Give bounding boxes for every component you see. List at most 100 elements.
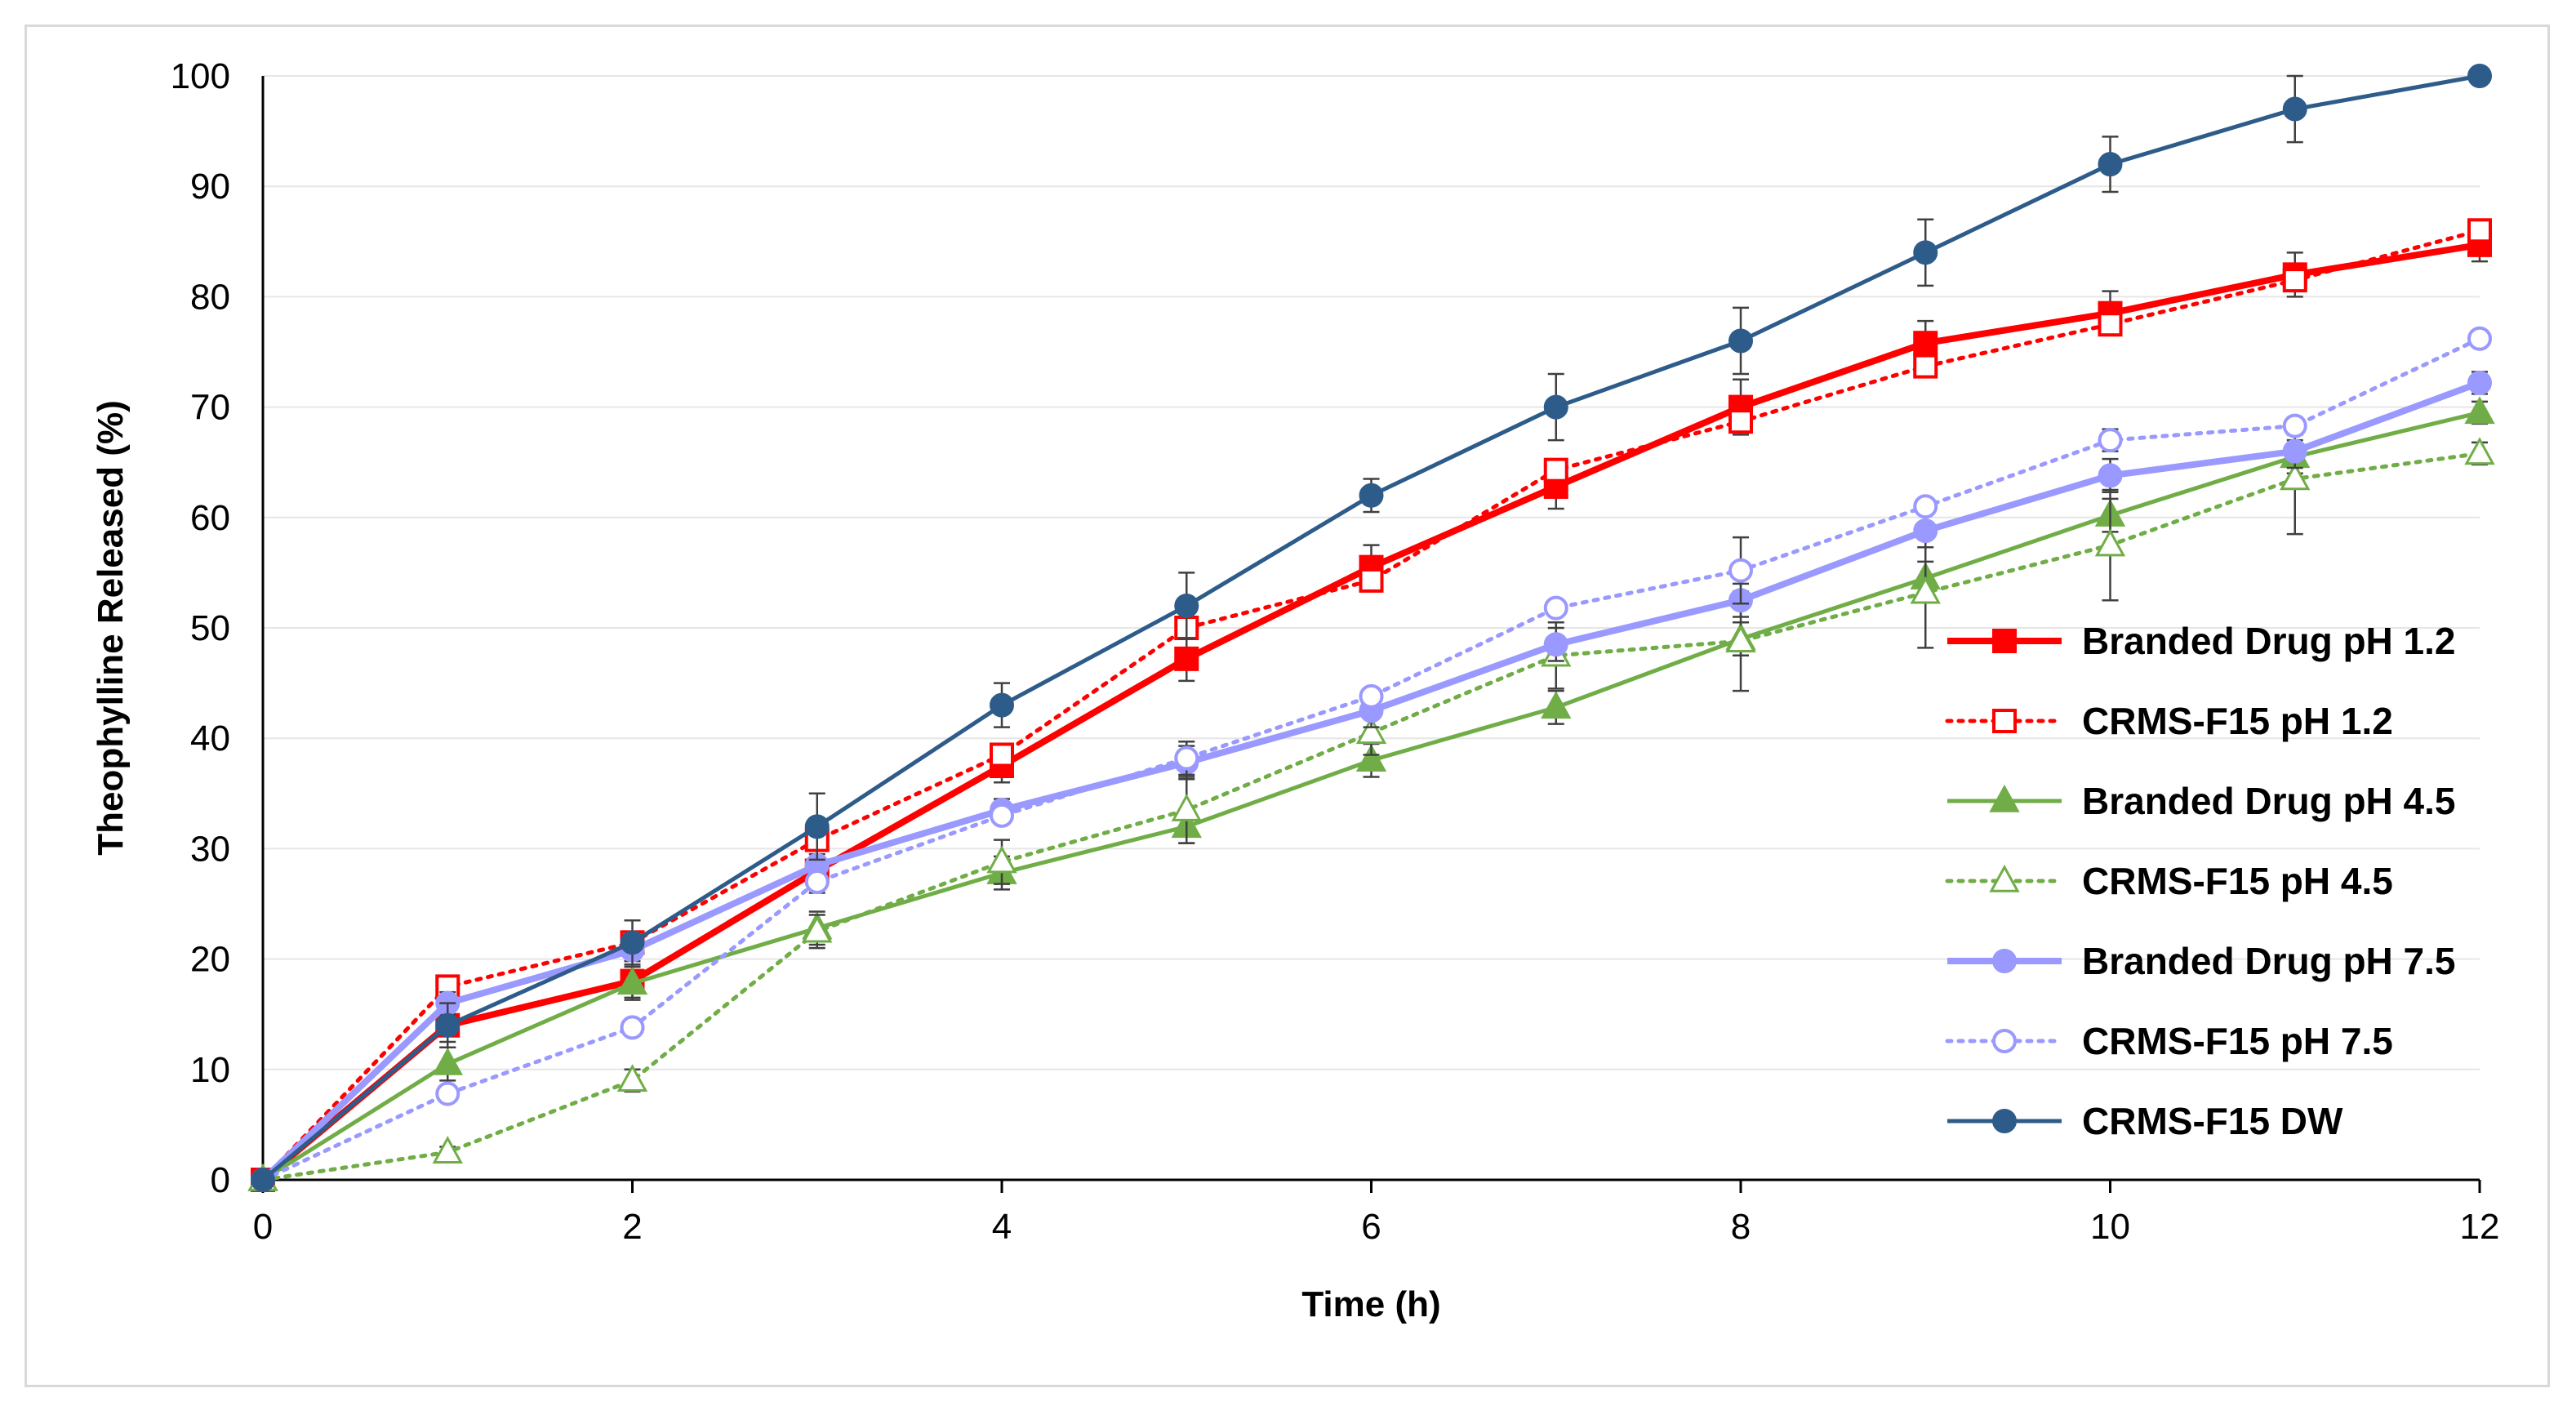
- legend-label: CRMS-F15 pH 4.5: [2082, 860, 2393, 902]
- legend-swatch-marker: [1989, 784, 2020, 812]
- y-tick-label: 70: [190, 388, 230, 428]
- data-point: [1913, 354, 1938, 379]
- data-point: [2464, 437, 2495, 465]
- data-point: [804, 814, 830, 839]
- data-point: [2467, 218, 2492, 243]
- legend-swatch-marker: [1992, 629, 2017, 653]
- legend-item: CRMS-F15 pH 4.5: [1945, 860, 2393, 902]
- series: [247, 64, 2495, 1192]
- data-point: [2098, 312, 2123, 337]
- legend-label: CRMS-F15 pH 1.2: [2082, 700, 2393, 742]
- data-point: [620, 930, 645, 955]
- data-point: [1174, 646, 1199, 671]
- x-tick-label: 2: [622, 1207, 642, 1247]
- legend-label: CRMS-F15 pH 7.5: [2082, 1020, 2393, 1062]
- data-point: [1355, 716, 1387, 745]
- legend-label: Branded Drug pH 7.5: [2082, 940, 2456, 982]
- data-point: [1543, 595, 1568, 621]
- data-point: [432, 1047, 463, 1075]
- y-tick-label: 60: [190, 498, 230, 538]
- data-point: [2464, 396, 2495, 425]
- y-tick-label: 100: [171, 56, 230, 96]
- data-point: [1728, 409, 1753, 434]
- data-point: [990, 803, 1014, 828]
- data-point: [616, 1064, 648, 1092]
- legend-label: Branded Drug pH 4.5: [2082, 780, 2456, 822]
- data-point: [1913, 240, 1938, 265]
- data-point: [1174, 593, 1199, 618]
- data-point: [616, 967, 648, 995]
- y-tick-label: 20: [190, 940, 230, 980]
- y-tick-labels: 0 10 20 30 40 50 60 70 80 90 100: [171, 56, 230, 1200]
- data-point: [1728, 558, 1753, 583]
- data-point: [1913, 494, 1938, 519]
- y-tick-label: 0: [211, 1160, 230, 1200]
- legend-swatch-marker: [1992, 949, 2017, 973]
- data-point: [802, 914, 833, 943]
- y-tick-label: 90: [190, 167, 230, 207]
- data-point: [2098, 152, 2123, 177]
- legend-item: CRMS-F15 DW: [1947, 1100, 2343, 1142]
- data-point: [1913, 518, 1938, 544]
- x-tick-label: 10: [2090, 1207, 2130, 1247]
- legend-label: Branded Drug pH 1.2: [2082, 620, 2456, 662]
- x-tick-label: 12: [2460, 1207, 2500, 1247]
- legend-swatch-marker: [1992, 1029, 2017, 1053]
- data-point: [1728, 328, 1753, 354]
- legend-item: Branded Drug pH 4.5: [1947, 780, 2456, 822]
- data-point: [2280, 462, 2311, 491]
- data-point: [2282, 438, 2307, 464]
- x-tick-label: 6: [1361, 1207, 1381, 1247]
- data-point: [2282, 413, 2307, 438]
- legend-item: CRMS-F15 pH 1.2: [1945, 700, 2393, 742]
- data-point: [1910, 576, 1941, 604]
- x-axis-title: Time (h): [1301, 1284, 1440, 1324]
- y-tick-label: 50: [190, 608, 230, 648]
- x-tick-labels: 0 2 4 6 8 10 12: [253, 1180, 2500, 1247]
- data-point: [435, 1012, 460, 1038]
- data-point: [1174, 745, 1199, 771]
- y-tick-label: 40: [190, 719, 230, 759]
- data-point: [435, 1081, 460, 1106]
- data-point: [2282, 268, 2307, 293]
- data-point: [1541, 691, 1572, 719]
- data-point: [1359, 683, 1384, 709]
- x-tick-label: 8: [1731, 1207, 1751, 1247]
- y-tick-label: 30: [190, 829, 230, 869]
- data-point: [2467, 64, 2492, 88]
- legend-swatch-marker: [1992, 709, 2017, 733]
- legend-item: Branded Drug pH 1.2: [1947, 620, 2456, 662]
- data-point: [1355, 744, 1387, 772]
- data-point: [1543, 394, 1568, 420]
- data-point: [2467, 370, 2492, 395]
- data-point: [1913, 331, 1938, 356]
- data-point: [990, 692, 1014, 718]
- data-point: [620, 1015, 645, 1040]
- data-point: [2098, 463, 2123, 488]
- data-point: [1171, 793, 1202, 821]
- data-point: [2094, 528, 2126, 557]
- data-point: [1725, 625, 1756, 652]
- legend: Branded Drug pH 1.2 CRMS-F15 pH 1.2 Brande…: [1945, 620, 2456, 1142]
- data-point: [1543, 457, 1568, 483]
- legend-item: Branded Drug pH 7.5: [1947, 940, 2456, 982]
- data-point: [251, 1168, 275, 1192]
- legend-swatch-marker: [1989, 864, 2020, 892]
- data-point: [2282, 96, 2307, 122]
- data-point: [2098, 428, 2123, 453]
- y-axis-title: Theophylline Released (%): [91, 400, 131, 855]
- series-crms-f15-dw: [251, 64, 2492, 1192]
- legend-item: CRMS-F15 pH 7.5: [1945, 1020, 2393, 1062]
- data-point: [2467, 326, 2492, 351]
- y-tick-label: 80: [190, 277, 230, 317]
- data-point: [1359, 483, 1384, 508]
- data-point: [990, 742, 1014, 768]
- y-tick-label: 10: [190, 1050, 230, 1090]
- data-point: [986, 845, 1017, 874]
- data-point: [1359, 567, 1384, 593]
- data-point: [1543, 632, 1568, 657]
- legend-swatch-marker: [1992, 1109, 2017, 1133]
- legend-label: CRMS-F15 DW: [2082, 1100, 2343, 1142]
- data-point: [432, 1136, 463, 1164]
